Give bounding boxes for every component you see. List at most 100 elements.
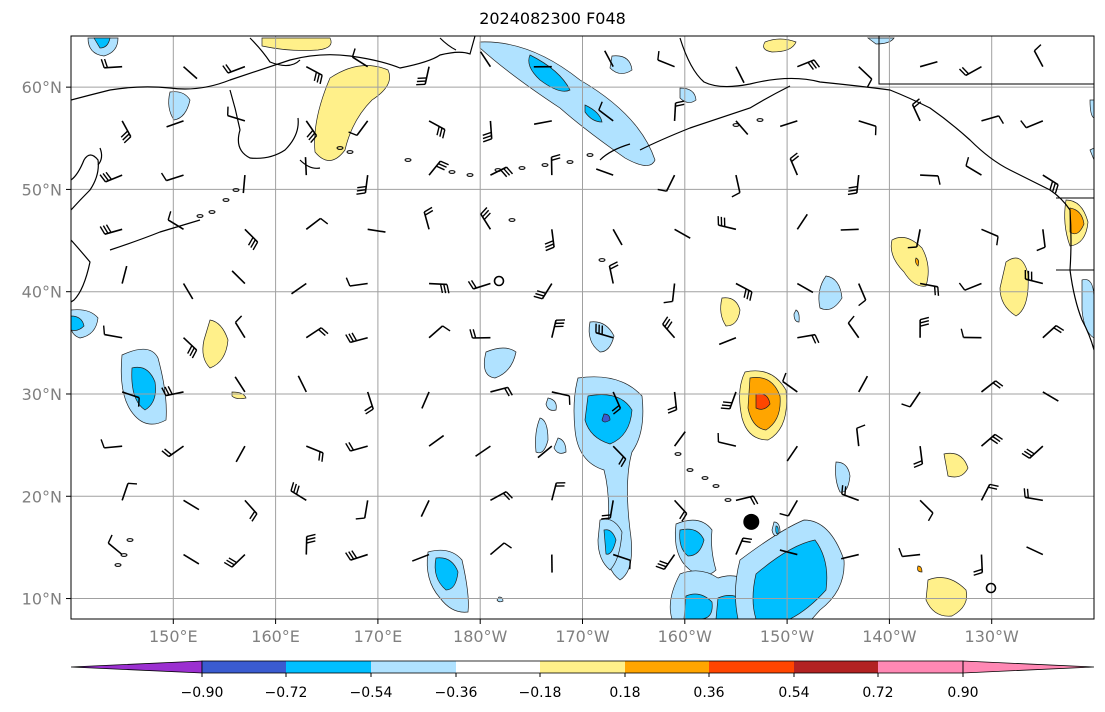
barb-flag (483, 212, 491, 221)
barb-flag (611, 404, 620, 412)
anomaly-region (775, 525, 779, 535)
island (712, 484, 720, 488)
coastline (109, 219, 201, 251)
barb-flag (345, 442, 351, 452)
wind-barb (1042, 391, 1059, 402)
wind-barb (662, 316, 676, 339)
wind-barb (182, 283, 194, 300)
barb-staff (786, 445, 798, 462)
wind-barb (796, 213, 808, 230)
wind-barb (161, 445, 184, 458)
barb-staff (779, 549, 798, 556)
barb-flag (1054, 184, 1059, 194)
barb-flag (480, 207, 488, 215)
barb-staff (674, 228, 691, 239)
island (541, 163, 549, 167)
wind-barb (1020, 120, 1044, 129)
wind-barb (304, 157, 308, 176)
barb-staff (920, 174, 939, 177)
barb-flag (664, 318, 671, 328)
wind-barb (467, 279, 491, 290)
barb-staff (304, 157, 308, 176)
barb-staff (782, 380, 798, 393)
colorbar-bin (202, 661, 286, 673)
wind-barb (604, 50, 614, 68)
gridlines (71, 36, 1094, 619)
wind-barb (907, 229, 921, 249)
barb-staff (363, 500, 369, 519)
wind-barb (533, 283, 553, 300)
map-title: 2024082300 F048 (479, 9, 626, 28)
barb-flag (752, 495, 759, 505)
barb-flag (961, 66, 970, 75)
barb-flag (247, 237, 254, 246)
barb-staff (305, 217, 322, 230)
wind-barb (667, 391, 678, 414)
wind-barb (550, 153, 561, 176)
lon-tick-label: 150°E (149, 627, 198, 646)
anomaly-region (528, 54, 571, 92)
barb-flag (919, 323, 930, 327)
barb-flag (965, 157, 970, 167)
barb-flag (99, 174, 107, 183)
barb-flag (225, 64, 232, 73)
colorbar-tick-label: −0.90 (181, 685, 224, 701)
barb-staff (919, 499, 934, 514)
wind-barb (551, 319, 566, 338)
barb-staff (104, 333, 123, 339)
barb-flag (137, 397, 140, 407)
barb-flag (320, 217, 329, 225)
wind-barb (841, 485, 859, 502)
wind-barb (297, 375, 308, 393)
barb-flag (222, 65, 229, 74)
island (466, 173, 474, 177)
barb-staff (182, 283, 194, 300)
wind-barb (345, 277, 368, 287)
lat-tick-label: 40°N (22, 283, 62, 302)
wind-barb (598, 101, 614, 122)
wind-barb (290, 482, 307, 502)
barb-flag (749, 496, 756, 506)
barb-flag (657, 188, 667, 192)
barb-flag (913, 101, 922, 109)
coastline (679, 37, 1094, 351)
wind-barb (608, 261, 619, 284)
barb-flag (544, 240, 554, 245)
anomaly-region (1089, 147, 1094, 161)
wind-barb (1024, 270, 1044, 285)
barb-flag (167, 385, 173, 395)
coastline (71, 239, 91, 303)
wind-barb (735, 282, 753, 301)
island (724, 498, 732, 502)
barb-flag (308, 132, 316, 141)
wind-barb (421, 391, 430, 409)
wind-barb (1021, 445, 1044, 459)
wind-barb (428, 325, 451, 339)
wind-barb (901, 391, 921, 408)
calm-circle (493, 275, 505, 287)
island (518, 166, 526, 170)
wind-barb (601, 500, 614, 520)
wind-barb (305, 120, 318, 144)
barb-flag (318, 329, 326, 337)
barb-flag (907, 246, 917, 249)
barb-flag (482, 209, 490, 218)
barb-flag (598, 101, 603, 111)
island (120, 553, 128, 557)
island (586, 153, 594, 157)
wind-barb (980, 380, 1004, 393)
barb-staff (121, 265, 128, 284)
wind-barb (855, 424, 866, 447)
barb-flag (439, 127, 443, 137)
lon-tick-label: 180°W (453, 627, 508, 646)
barb-flag (164, 386, 170, 396)
colorbar-tick-label: −0.72 (265, 685, 308, 701)
barb-staff (182, 66, 198, 80)
barb-flag (545, 243, 554, 249)
barb-flag (348, 131, 358, 136)
island (232, 188, 240, 192)
wind-barb (355, 500, 369, 520)
wind-barb (898, 547, 921, 558)
lon-tick-label: 170°E (354, 627, 403, 646)
anomaly-region (679, 87, 697, 103)
